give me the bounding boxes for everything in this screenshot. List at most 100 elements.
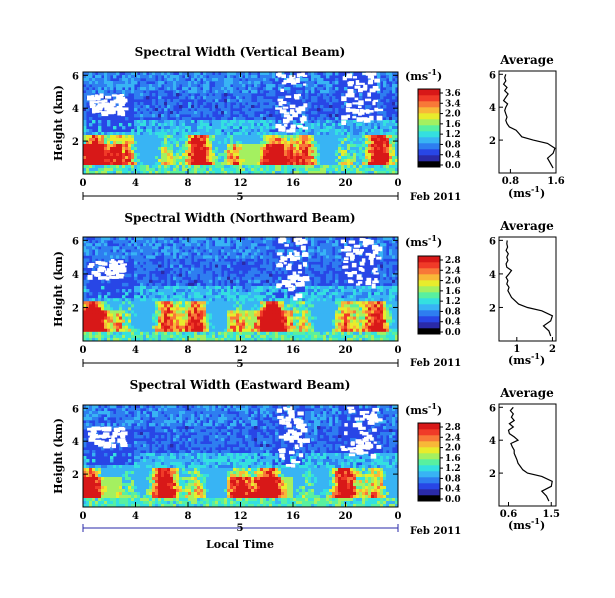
- heatmap-cell: [308, 102, 312, 106]
- heatmap-cell: [176, 126, 180, 130]
- heatmap-cell: [353, 120, 357, 124]
- heatmap-cell: [245, 132, 249, 136]
- heatmap-cell: [179, 313, 183, 317]
- heatmap-cell: [242, 240, 246, 244]
- heatmap-cell: [137, 171, 141, 174]
- heatmap-cell: [377, 295, 381, 299]
- heatmap-cell: [188, 171, 192, 174]
- heatmap-cell: [350, 304, 354, 308]
- heatmap-cell: [200, 285, 204, 290]
- heatmap-cell: [158, 84, 162, 88]
- heatmap-cell: [122, 246, 126, 250]
- heatmap-cell: [227, 322, 231, 327]
- heatmap-cell: [200, 249, 204, 253]
- heatmap-cell: [326, 292, 330, 296]
- heatmap-cell: [143, 279, 147, 284]
- heatmap-cell: [266, 141, 270, 145]
- heatmap-cell: [206, 111, 210, 115]
- heatmap-cell: [296, 168, 300, 172]
- heatmap-cell: [83, 246, 87, 250]
- heatmap-cell: [260, 129, 264, 133]
- heatmap-cell: [110, 87, 114, 91]
- heatmap-cell: [107, 292, 111, 296]
- heatmap-cell: [269, 84, 273, 88]
- heatmap-cell: [188, 123, 192, 127]
- heatmap-cell: [263, 289, 267, 293]
- heatmap-cell: [227, 75, 231, 79]
- heatmap-cell: [137, 298, 141, 302]
- heatmap-cell: [254, 240, 258, 244]
- heatmap-cell: [284, 168, 288, 172]
- heatmap-cell: [197, 123, 201, 127]
- heatmap-cell: [233, 304, 237, 308]
- heatmap-cell: [257, 156, 261, 160]
- heatmap-cell: [329, 270, 333, 275]
- heatmap-cell: [104, 75, 108, 79]
- heatmap-cell: [254, 243, 258, 247]
- heatmap-cell: [227, 237, 231, 241]
- heatmap-cell: [386, 292, 390, 296]
- heatmap-cell: [173, 150, 177, 154]
- heatmap-cell: [278, 84, 282, 88]
- heatmap-cell: [215, 126, 219, 130]
- heatmap-cell: [92, 147, 96, 151]
- heatmap-cell: [269, 292, 273, 296]
- heatmap-cell: [164, 93, 168, 97]
- heatmap-cell: [101, 243, 105, 247]
- heatmap-cell: [308, 246, 312, 250]
- heatmap-cell: [197, 285, 201, 290]
- heatmap-cell: [149, 298, 153, 302]
- heatmap-cell: [320, 141, 324, 145]
- heatmap-cell: [188, 313, 192, 317]
- heatmap-cell: [245, 105, 249, 109]
- heatmap-cell: [323, 310, 327, 314]
- heatmap-cell: [134, 316, 138, 320]
- heatmap-cell: [260, 102, 264, 106]
- heatmap-cell: [128, 298, 132, 302]
- heatmap-cell: [173, 153, 177, 157]
- heatmap-cell: [254, 159, 258, 163]
- heatmap-cell: [101, 159, 105, 163]
- heatmap-cell: [227, 126, 231, 130]
- heatmap-cell: [314, 165, 318, 169]
- heatmap-cell: [269, 319, 273, 324]
- heatmap-cell: [158, 237, 162, 241]
- heatmap-cell: [374, 313, 378, 317]
- heatmap-cell: [305, 150, 309, 154]
- heatmap-cell: [338, 138, 342, 142]
- heatmap-cell: [206, 108, 210, 112]
- heatmap-cell: [191, 150, 195, 154]
- heatmap-cell: [98, 129, 102, 133]
- heatmap-cell: [152, 249, 156, 253]
- heatmap-cell: [383, 84, 387, 88]
- heatmap-cell: [272, 313, 276, 317]
- heatmap-cell: [116, 156, 120, 160]
- heatmap-cell: [119, 313, 123, 317]
- heatmap-cell: [320, 132, 324, 136]
- heatmap-cell: [368, 159, 372, 163]
- heatmap-cell: [167, 81, 171, 85]
- heatmap-cell: [254, 313, 258, 317]
- heatmap-cell: [242, 159, 246, 163]
- heatmap-cell: [341, 258, 345, 262]
- heatmap-cell: [392, 240, 396, 244]
- heatmap-cell: [173, 316, 177, 320]
- heatmap-cell: [206, 72, 210, 76]
- heatmap-cell: [380, 240, 384, 244]
- heatmap-cell: [224, 285, 228, 290]
- heatmap-cell: [326, 252, 330, 256]
- heatmap-cell: [194, 316, 198, 320]
- heatmap-cell: [218, 135, 222, 139]
- heatmap-cell: [305, 319, 309, 324]
- heatmap-cell: [338, 171, 342, 174]
- heatmap-cell: [332, 123, 336, 127]
- heatmap-cell: [365, 168, 369, 172]
- heatmap-cell: [134, 138, 138, 142]
- heatmap-cell: [185, 310, 189, 314]
- heatmap-cell: [167, 168, 171, 172]
- heatmap-cell: [155, 165, 159, 169]
- heatmap-cell: [137, 168, 141, 172]
- heatmap-cell: [224, 141, 228, 145]
- heatmap-cell: [332, 165, 336, 169]
- heatmap-cell: [323, 168, 327, 172]
